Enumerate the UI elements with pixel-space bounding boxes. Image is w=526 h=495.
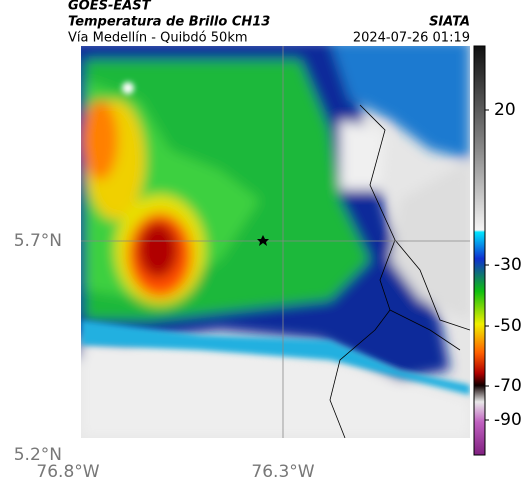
colorbar-tick-label: -30 [494,255,522,275]
subtitle: Temperatura de Brillo CH13 [68,15,270,30]
colorbar [473,45,486,456]
x-label: 76.8°W [36,462,99,482]
y-label: 5.7°N [14,231,62,251]
colorbar-tick-label: -70 [494,376,522,396]
x-label: 76.3°W [251,462,314,482]
source: SIATA [429,15,470,30]
title: GOES-EAST [68,0,152,14]
colorbar-tick-label: -90 [494,410,522,430]
y-label: 5.2°N [14,445,62,465]
colorbar-tick-label: -50 [494,316,522,336]
timestamp: 2024-07-26 01:19 [353,31,470,46]
colorbar-tick-label: 20 [494,100,516,120]
caption: Vía Medellín - Quibdó 50km [68,31,248,46]
satellite-image [81,46,470,438]
